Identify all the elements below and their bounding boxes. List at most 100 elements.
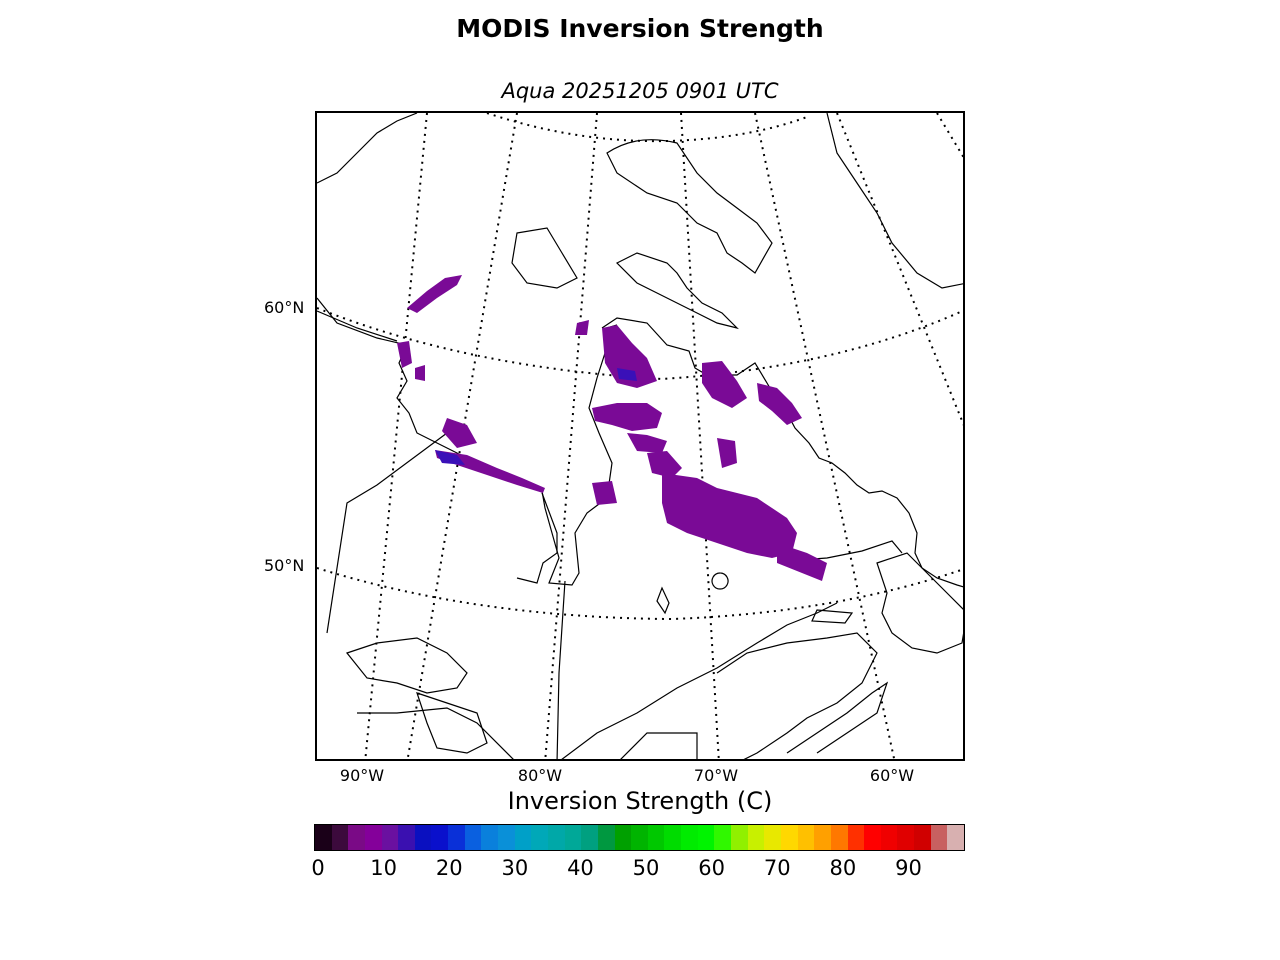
colorbar-tick-label: 90 xyxy=(895,856,922,880)
colorbar-segment xyxy=(464,825,482,850)
lon-label-70w: 70°W xyxy=(693,766,739,785)
colorbar-segment xyxy=(830,825,848,850)
keewatin-coast xyxy=(317,113,418,184)
great-lakes-superior xyxy=(345,637,468,694)
parallel-50n xyxy=(317,567,963,621)
manicouagan xyxy=(711,572,729,590)
colorbar-segment xyxy=(880,825,898,850)
colorbar-segment xyxy=(315,825,332,850)
coastlines xyxy=(317,113,963,759)
colorbar-tick-label: 60 xyxy=(698,856,726,880)
colorbar-tick-label: 0 xyxy=(311,856,325,880)
colorbar-segment xyxy=(381,825,399,850)
colorbar-segment xyxy=(847,825,865,850)
lat-label-60n: 60°N xyxy=(264,298,305,317)
colorbar-label: Inversion Strength (C) xyxy=(507,787,773,815)
colorbar-tick-label: 10 xyxy=(370,856,397,880)
colorbar-tick-label: 70 xyxy=(763,856,791,880)
colorbar-tick-label: 20 xyxy=(435,856,463,880)
colorbar-segment xyxy=(564,825,582,850)
lake-huron xyxy=(416,692,488,754)
inversion-patch-w-2 xyxy=(415,365,425,381)
colorbar-segment xyxy=(647,825,665,850)
colorbar-segment xyxy=(597,825,615,850)
colorbar-tick-label: 50 xyxy=(632,856,660,880)
colorbar-segment xyxy=(481,825,499,850)
colorbar-segment xyxy=(631,825,648,850)
inversion-swath-east xyxy=(777,543,827,581)
colorbar-segment xyxy=(547,825,565,850)
ontario-quebec-border xyxy=(556,580,566,759)
inversion-strip-sw xyxy=(435,450,545,493)
colorbar-tick-label: 80 xyxy=(829,856,857,880)
lon-label-80w: 80°W xyxy=(517,766,563,785)
inversion-ungava-mid xyxy=(627,433,667,453)
colorbar-segment xyxy=(331,825,349,850)
newfoundland xyxy=(876,552,963,654)
colorbar-segment xyxy=(747,825,765,850)
colorbar-segment xyxy=(681,825,698,850)
inversion-central-main xyxy=(662,473,797,558)
meridian-65w xyxy=(754,113,896,759)
anticosti xyxy=(811,609,854,624)
lat-label-50n: 50°N xyxy=(264,556,305,575)
colorbar-tick-label: 30 xyxy=(501,856,529,880)
inversion-patch-hudson-strait xyxy=(575,320,589,335)
st-lawrence xyxy=(561,602,838,759)
colorbar-segment xyxy=(398,825,415,850)
colorbar-segment xyxy=(448,825,465,850)
colorbar-segment xyxy=(498,825,515,850)
inversion-central-west xyxy=(592,481,617,505)
map-svg xyxy=(317,113,963,759)
colorbar-segment xyxy=(797,825,815,850)
nunavut-manitoba-border xyxy=(317,310,398,342)
inversion-labrador-2 xyxy=(717,438,737,468)
meridian-90w xyxy=(364,113,428,759)
inversion-strong-sw xyxy=(435,450,465,465)
colorbar-segment xyxy=(764,825,781,850)
hudson-bay-west-coast xyxy=(317,297,543,492)
southampton xyxy=(511,227,578,289)
colorbar-segment xyxy=(348,825,365,850)
colorbar-segment xyxy=(514,825,532,850)
colorbar-segment xyxy=(614,825,632,850)
colorbar-segment xyxy=(431,825,449,850)
colorbar-segment xyxy=(914,825,931,850)
meridian-75w xyxy=(544,113,598,759)
colorbar-segment xyxy=(814,825,831,850)
colorbar-segment xyxy=(897,825,915,850)
ungava-coast xyxy=(601,317,963,588)
inversion-central-1 xyxy=(647,451,682,478)
inversion-data xyxy=(397,275,827,581)
quebec-us-border xyxy=(620,732,698,759)
greenland-coast xyxy=(826,113,963,289)
borders xyxy=(317,310,903,759)
inversion-strong-n xyxy=(617,368,637,381)
colorbar-segment xyxy=(930,825,948,850)
meridian-55w xyxy=(936,113,963,159)
inversion-patch-james xyxy=(442,418,477,448)
james-bay xyxy=(516,492,558,584)
colorbar-segment xyxy=(414,825,432,850)
meridian-60w xyxy=(836,113,963,426)
inversion-patch-w-1 xyxy=(397,341,412,368)
inversion-data-strong xyxy=(435,368,637,465)
colorbar-segment xyxy=(714,825,732,850)
lon-label-90w: 90°W xyxy=(339,766,385,785)
chart-subtitle: Aqua 20251205 0901 UTC xyxy=(501,79,779,103)
baffin-south xyxy=(615,252,739,330)
colorbar-segment xyxy=(581,825,598,850)
lon-label-60w: 60°W xyxy=(869,766,915,785)
meridian-70w xyxy=(680,113,720,759)
colorbar-segment xyxy=(664,825,682,850)
colorbar xyxy=(314,824,965,851)
us-canada-border xyxy=(357,707,514,759)
colorbar-segment xyxy=(864,825,881,850)
colorbar-segment xyxy=(697,825,715,850)
map-panel xyxy=(315,111,965,761)
chart-title: MODIS Inversion Strength xyxy=(456,14,824,43)
gulf-st-lawrence xyxy=(716,632,878,759)
inversion-ungava-west xyxy=(592,403,662,431)
inversion-labrador-1 xyxy=(757,383,802,425)
baffin-island xyxy=(606,139,773,274)
